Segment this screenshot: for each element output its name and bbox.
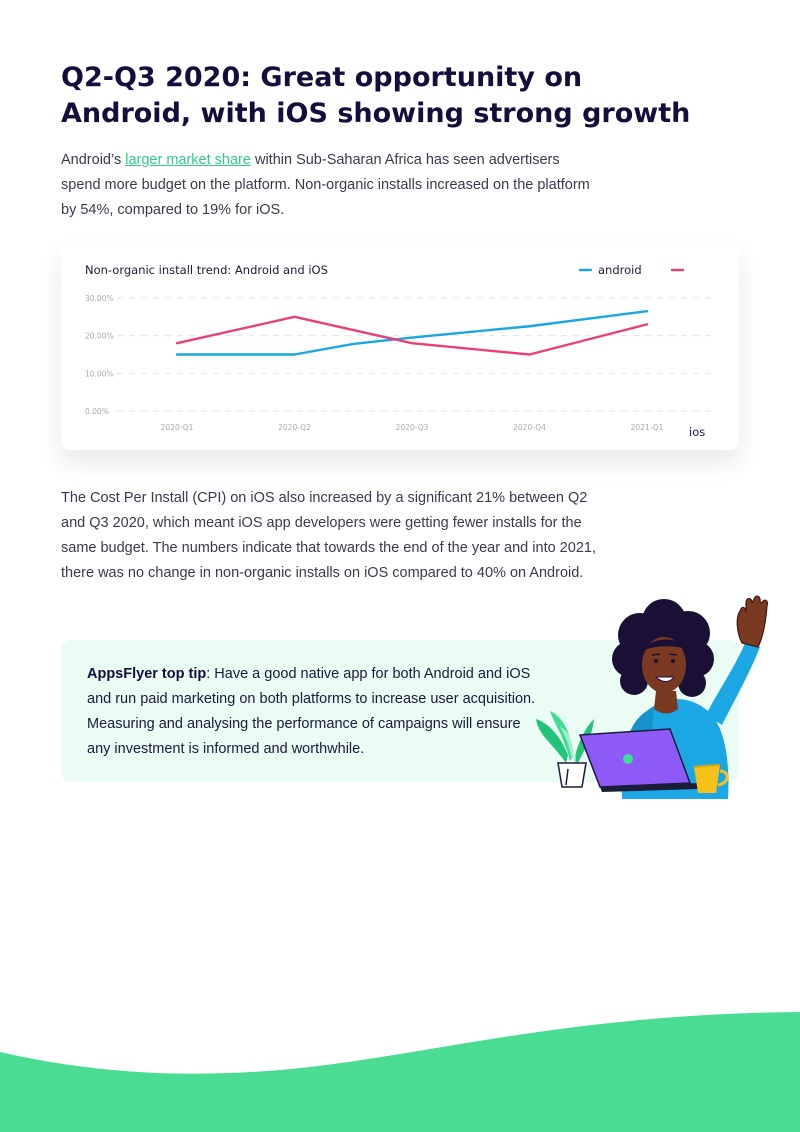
- x-tick-label: 2021-Q1: [631, 423, 664, 432]
- top-tip-body: : Have a good native app for both Androi…: [87, 666, 536, 757]
- woman-with-laptop-illustration: [536, 595, 769, 799]
- page-title-line-2: Android, with iOS showing strong growth: [61, 98, 691, 129]
- top-tip-text: AppsFlyer top tip: Have a good native ap…: [87, 662, 542, 762]
- intro-prefix: Android’s: [61, 152, 126, 168]
- install-trend-chart: Non-organic install trend: Android and i…: [85, 263, 711, 439]
- x-tick-label: 2020-Q3: [396, 423, 429, 432]
- intro-paragraph: Android’s larger market share within Sub…: [61, 148, 601, 223]
- y-tick-label: 10.00%: [85, 369, 114, 378]
- x-tick-label: 2020-Q1: [161, 423, 194, 432]
- mug-icon: [693, 764, 729, 793]
- page-title: Q2-Q3 2020: Great opportunity on Android…: [61, 60, 701, 132]
- y-tick-label: 0.00%: [85, 407, 109, 416]
- x-tick-label: 2020-Q2: [278, 423, 311, 432]
- series-line-ios: [175, 315, 649, 356]
- intro-suffix: within Sub-Saharan Africa has seen adver…: [61, 152, 590, 218]
- x-tick-label: 2020-Q4: [513, 423, 546, 432]
- footer-wave: [0, 1012, 800, 1132]
- cpi-paragraph: The Cost Per Install (CPI) on iOS also i…: [61, 490, 596, 581]
- series-line-android: [175, 309, 649, 356]
- laptop-icon: [578, 728, 700, 792]
- legend-label-ios: ios: [689, 425, 705, 439]
- install-trend-chart-card: Non-organic install trend: Android and i…: [61, 245, 739, 450]
- chart-title: Non-organic install trend: Android and i…: [85, 263, 328, 277]
- y-tick-label: 30.00%: [85, 294, 114, 303]
- market-share-link[interactable]: larger market share: [125, 152, 251, 168]
- page-title-line-1: Q2-Q3 2020: Great opportunity on: [61, 62, 583, 93]
- y-tick-label: 20.00%: [85, 332, 114, 341]
- legend-label-android: android: [598, 263, 642, 277]
- top-tip-label: AppsFlyer top tip: [87, 666, 207, 682]
